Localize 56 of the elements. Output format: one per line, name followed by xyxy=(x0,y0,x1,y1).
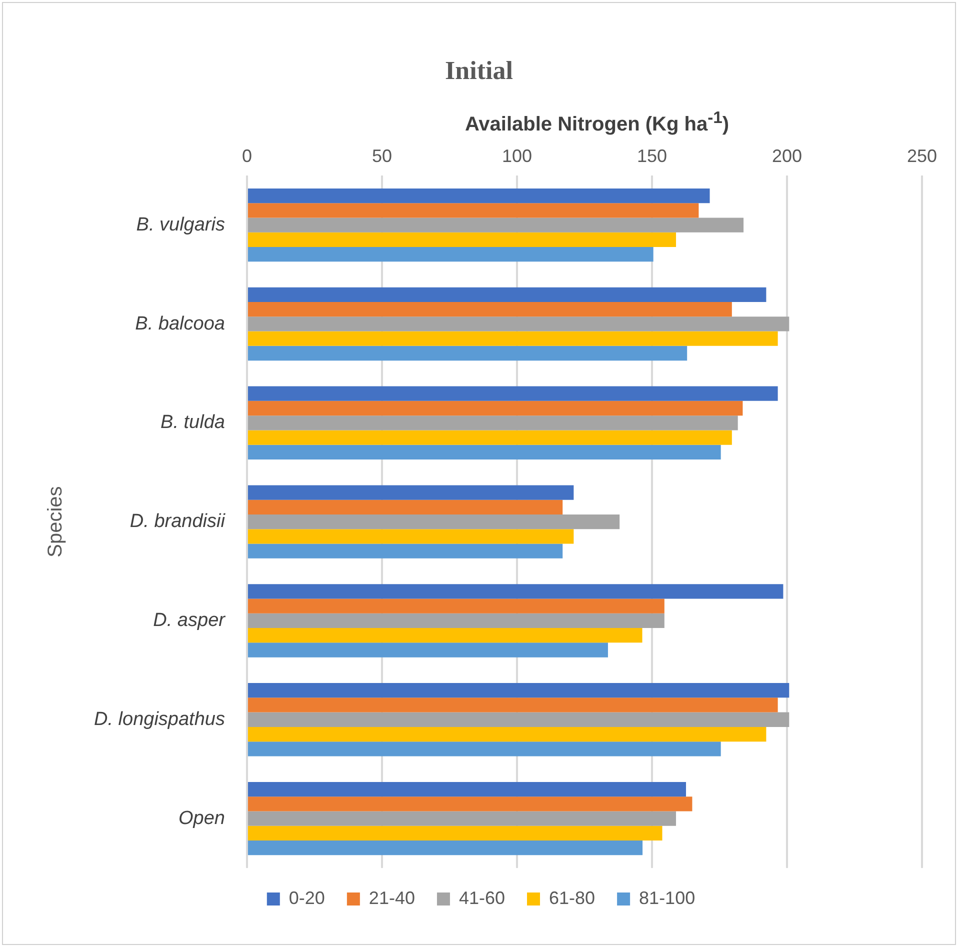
x-tick-label: 250 xyxy=(906,146,938,166)
legend-label: 0-20 xyxy=(288,888,325,908)
y-tick-label: B. vulgaris xyxy=(136,214,226,236)
bar xyxy=(248,628,642,643)
bar xyxy=(248,712,790,727)
bar xyxy=(248,584,784,599)
bar xyxy=(248,683,790,698)
y-tick-label: B. tulda xyxy=(160,412,225,434)
y-tick-label: D. brandisii xyxy=(130,511,226,532)
legend-label: 41-60 xyxy=(458,888,506,908)
bar xyxy=(248,316,790,332)
bar xyxy=(248,642,608,658)
bar xyxy=(248,203,699,218)
bar xyxy=(248,218,744,232)
bar xyxy=(248,782,686,797)
bar xyxy=(248,698,778,712)
y-axis-title: Species xyxy=(44,486,67,558)
bar xyxy=(248,386,778,401)
x-tick-label: 200 xyxy=(772,146,802,166)
bar xyxy=(248,514,620,530)
y-tick-label: Open xyxy=(178,808,225,829)
bar xyxy=(248,400,743,416)
bar xyxy=(248,302,732,317)
y-tick-label: B. balcooa xyxy=(135,313,225,334)
bar xyxy=(248,796,692,812)
legend-label: 81-100 xyxy=(639,888,696,908)
y-tick-label: D. asper xyxy=(153,610,226,631)
bar xyxy=(248,613,664,628)
bar xyxy=(248,444,721,460)
y-tick-label: D. longispathus xyxy=(94,708,226,730)
bar xyxy=(248,529,574,544)
chart-title: Initial xyxy=(444,56,514,86)
bar xyxy=(248,598,664,614)
x-axis-title: Available Nitrogen (Kg ha$^{-1}$) xyxy=(464,108,730,137)
bar xyxy=(248,287,766,302)
x-tick-label: 0 xyxy=(242,146,252,166)
bar xyxy=(248,811,676,826)
bar xyxy=(248,188,710,204)
bar xyxy=(248,840,643,856)
bar xyxy=(248,416,738,430)
x-tick-label: 150 xyxy=(636,146,668,166)
x-tick-label: 50 xyxy=(372,146,392,166)
bar xyxy=(248,331,778,346)
legend-label: 61-80 xyxy=(549,888,596,908)
bar xyxy=(248,430,732,445)
legend-label: 21-40 xyxy=(368,888,415,908)
bar xyxy=(248,726,766,742)
bar xyxy=(248,500,563,514)
bar xyxy=(248,346,688,361)
x-tick-label: 100 xyxy=(502,146,532,166)
bar xyxy=(248,485,574,500)
bar xyxy=(248,232,676,248)
bar xyxy=(248,247,654,262)
bar xyxy=(248,742,721,756)
bar xyxy=(248,544,563,558)
bar xyxy=(248,826,662,840)
